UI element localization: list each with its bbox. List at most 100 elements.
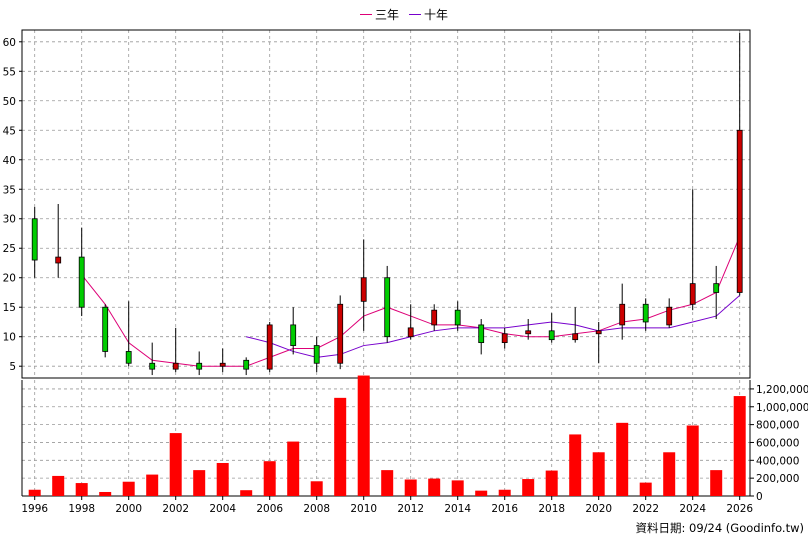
year-tick-label: 2024	[679, 503, 706, 515]
candle-body	[642, 303, 649, 323]
year-tick-label: 1998	[68, 503, 95, 515]
candle-body	[431, 309, 438, 326]
volume-bar	[498, 489, 511, 496]
price-tick-label: 5	[9, 361, 16, 373]
candle-body	[219, 362, 226, 367]
volume-bar	[240, 490, 253, 496]
candle-body	[572, 333, 579, 341]
candle-body	[149, 362, 156, 370]
grid-layer	[22, 30, 750, 496]
legend-label-3y: 三年	[375, 7, 400, 22]
volume-tick-label: 600,000	[756, 437, 799, 449]
volume-bar	[639, 482, 652, 496]
volume-bar	[404, 479, 417, 496]
legend-item-10y: 十年	[409, 6, 448, 23]
candle-body	[55, 256, 62, 264]
year-tick-label: 2008	[303, 503, 330, 515]
candle-body	[290, 324, 297, 346]
volume-bar	[663, 452, 676, 496]
axis-layer	[19, 29, 754, 500]
volume-bar	[428, 478, 441, 496]
volume-bar	[522, 479, 535, 496]
price-tick-label: 50	[3, 96, 16, 108]
year-tick-label: 2010	[350, 503, 377, 515]
volume-bar	[28, 489, 41, 496]
candle-body	[619, 303, 626, 326]
year-tick-label: 2006	[256, 503, 283, 515]
candle-body	[736, 129, 743, 293]
price-panel-frame	[21, 29, 751, 379]
volume-bar	[193, 470, 206, 496]
year-tick-label: 2016	[491, 503, 518, 515]
price-tick-label: 30	[3, 214, 16, 226]
volume-bar	[169, 433, 182, 496]
candle-body	[360, 277, 367, 302]
volume-bar	[686, 425, 699, 496]
candle-body	[478, 324, 485, 344]
year-tick-label: 2026	[726, 503, 753, 515]
volume-bar	[99, 491, 112, 496]
volume-bar	[122, 481, 135, 496]
candle-body	[595, 330, 602, 335]
price-tick-label: 40	[3, 155, 16, 167]
candle-body	[102, 306, 109, 352]
volume-tick-label: 400,000	[756, 455, 799, 467]
candle-body	[78, 256, 85, 308]
candle-body	[31, 218, 38, 261]
legend-swatch-3y	[360, 13, 372, 15]
volume-bar	[357, 375, 370, 496]
year-tick-label: 2020	[585, 503, 612, 515]
year-tick-label: 2022	[632, 503, 659, 515]
price-tick-label: 45	[3, 125, 16, 137]
year-tick-label: 2000	[115, 503, 142, 515]
candle-body	[454, 309, 461, 326]
candle-body	[172, 362, 179, 370]
volume-bars	[28, 375, 746, 496]
volume-bar	[216, 462, 229, 496]
candle-body	[125, 351, 132, 364]
volume-bar	[52, 475, 65, 496]
tick-labels: 5 10 15 20 25 30 35 40 45 50 55 60 0 200,000 400,000 60…	[3, 37, 808, 515]
candle-body	[407, 327, 414, 338]
year-tick-label: 1996	[21, 503, 48, 515]
ma-10y-line	[246, 295, 741, 358]
legend: 三年 十年	[360, 4, 448, 24]
volume-tick-label: 200,000	[756, 473, 799, 485]
year-tick-label: 2018	[538, 503, 565, 515]
year-tick-label: 2012	[397, 503, 424, 515]
legend-label-10y: 十年	[424, 7, 449, 22]
candle-body	[313, 345, 320, 364]
legend-swatch-10y	[409, 13, 422, 15]
volume-bar	[75, 483, 88, 496]
legend-item-3y: 三年	[360, 6, 399, 23]
volume-bar	[733, 396, 746, 496]
volume-bar	[616, 422, 629, 496]
candle-body	[713, 283, 720, 293]
candle-body	[689, 283, 696, 305]
price-tick-label: 55	[3, 66, 16, 78]
volume-bar	[592, 452, 605, 496]
volume-bar	[263, 461, 276, 496]
price-tick-label: 35	[3, 184, 16, 196]
year-tick-label: 2014	[444, 503, 471, 515]
volume-tick-label: 0	[756, 491, 763, 503]
candle-body	[384, 277, 391, 338]
volume-tick-label: 1,200,000	[756, 384, 808, 396]
price-tick-label: 60	[3, 37, 16, 49]
candle-body	[266, 324, 273, 370]
volume-bar	[146, 474, 159, 496]
volume-bar	[287, 441, 300, 496]
volume-bar	[310, 481, 323, 496]
volume-tick-label: 1,000,000	[756, 402, 808, 414]
volume-bar	[475, 490, 488, 496]
volume-bar	[569, 434, 582, 496]
price-tick-label: 25	[3, 243, 16, 255]
price-tick-label: 10	[3, 332, 16, 344]
price-tick-label: 20	[3, 273, 16, 285]
price-tick-label: 15	[3, 302, 16, 314]
year-tick-label: 2002	[162, 503, 189, 515]
year-tick-label: 2004	[209, 503, 236, 515]
candle-body	[666, 306, 673, 326]
candle-body	[501, 333, 508, 344]
